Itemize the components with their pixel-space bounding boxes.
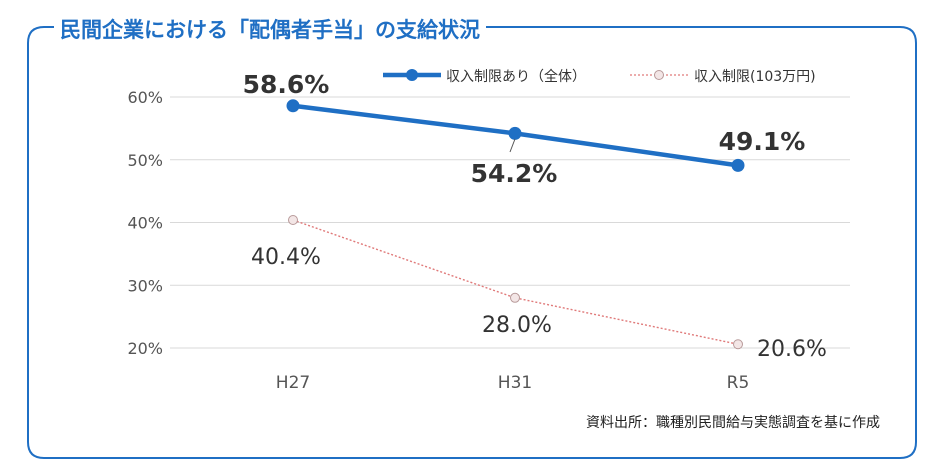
legend: 収入制限あり（全体） 収入制限(103万円) xyxy=(383,68,816,85)
chart-title: 民間企業における「配偶者手当」の支給状況 xyxy=(54,14,486,44)
x-tick-label: R5 xyxy=(727,373,750,393)
data-label-overall: 49.1% xyxy=(719,127,806,156)
y-tick-label: 50% xyxy=(127,151,163,170)
x-tick-label: H31 xyxy=(498,373,532,393)
x-axis: H27 H31 R5 xyxy=(276,373,750,393)
data-point-103man xyxy=(510,292,520,303)
y-tick-label: 30% xyxy=(127,276,163,295)
data-point-overall xyxy=(508,126,522,140)
source-note: 資料出所：職種別民間給与実態調査を基に作成 xyxy=(586,415,880,431)
data-point-overall xyxy=(731,158,745,172)
legend-marker-overall xyxy=(406,69,418,81)
data-label-overall: 54.2% xyxy=(471,159,558,188)
legend-marker-103man xyxy=(654,70,664,80)
data-label-103man: 28.0% xyxy=(482,313,552,338)
data-point-overall xyxy=(286,99,300,113)
legend-label-overall: 収入制限あり（全体） xyxy=(446,68,586,85)
data-point-103man xyxy=(733,339,743,350)
y-axis: 20% 30% 40% 50% 60% xyxy=(127,88,163,358)
y-tick-label: 20% xyxy=(127,339,163,358)
x-tick-label: H27 xyxy=(276,373,310,393)
data-label-103man: 20.6% xyxy=(757,337,827,362)
series-layer: 40.4% 28.0% 20.6% 58.6% 54.2% 49.1% xyxy=(243,70,827,362)
legend-label-103man: 収入制限(103万円) xyxy=(694,69,816,85)
grid-layer xyxy=(170,96,850,349)
frame-border xyxy=(27,26,917,459)
y-tick-label: 40% xyxy=(127,214,163,233)
data-point-103man xyxy=(288,214,298,225)
y-tick-label: 60% xyxy=(127,88,163,107)
label-leader-line xyxy=(509,138,516,153)
data-label-overall: 58.6% xyxy=(243,70,330,99)
data-label-103man: 40.4% xyxy=(251,245,321,270)
